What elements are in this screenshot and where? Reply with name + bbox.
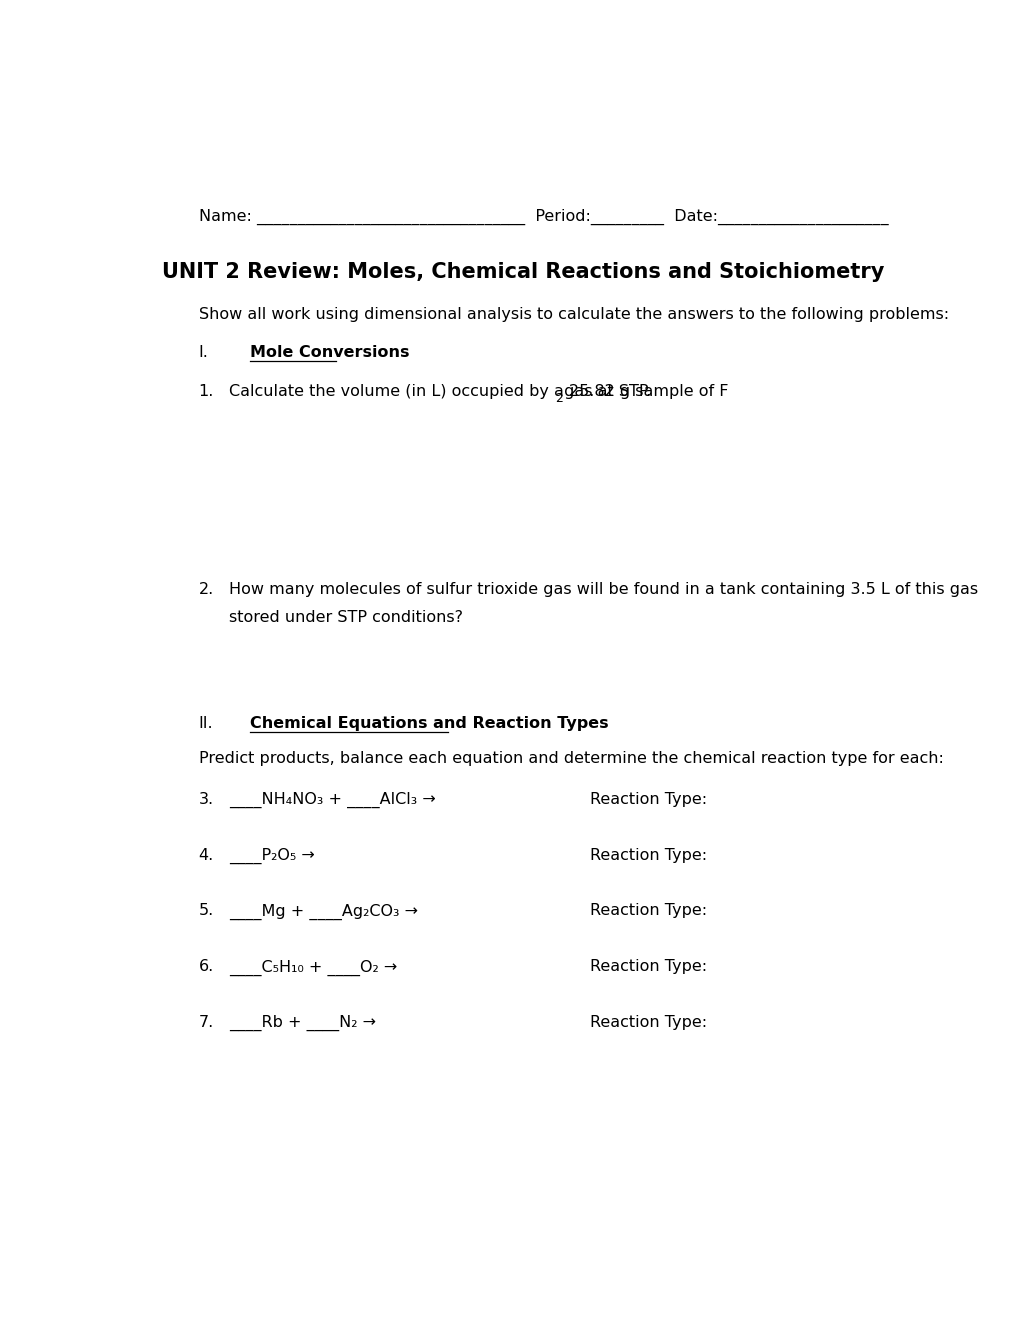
Text: 2.: 2. — [199, 582, 214, 597]
Text: Reaction Type:: Reaction Type: — [589, 1015, 706, 1030]
Text: 4.: 4. — [199, 847, 214, 862]
Text: Predict products, balance each equation and determine the chemical reaction type: Predict products, balance each equation … — [199, 751, 943, 766]
Text: Show all work using dimensional analysis to calculate the answers to the followi: Show all work using dimensional analysis… — [199, 306, 948, 322]
Text: 5.: 5. — [199, 903, 214, 919]
Text: I.: I. — [199, 346, 208, 360]
Text: Calculate the volume (in L) occupied by a 25.82 g sample of F: Calculate the volume (in L) occupied by … — [228, 384, 728, 399]
Text: ____C₅H₁₀ + ____O₂ →: ____C₅H₁₀ + ____O₂ → — [228, 960, 396, 975]
Text: II.: II. — [199, 717, 213, 731]
Text: stored under STP conditions?: stored under STP conditions? — [228, 610, 463, 624]
Text: ____NH₄NO₃ + ____AlCl₃ →: ____NH₄NO₃ + ____AlCl₃ → — [228, 792, 435, 808]
Text: Reaction Type:: Reaction Type: — [589, 960, 706, 974]
Text: UNIT 2 Review: Moles, Chemical Reactions and Stoichiometry: UNIT 2 Review: Moles, Chemical Reactions… — [161, 263, 883, 282]
Text: Reaction Type:: Reaction Type: — [589, 847, 706, 862]
Text: ____Mg + ____Ag₂CO₃ →: ____Mg + ____Ag₂CO₃ → — [228, 903, 417, 920]
Text: Reaction Type:: Reaction Type: — [589, 903, 706, 919]
Text: 2: 2 — [554, 392, 562, 405]
Text: ____P₂O₅ →: ____P₂O₅ → — [228, 847, 314, 863]
Text: Name: _________________________________  Period:_________  Date:________________: Name: _________________________________ … — [199, 210, 888, 226]
Text: 6.: 6. — [199, 960, 214, 974]
Text: gas at STP.: gas at STP. — [558, 384, 650, 399]
Text: How many molecules of sulfur trioxide gas will be found in a tank containing 3.5: How many molecules of sulfur trioxide ga… — [228, 582, 977, 597]
Text: Mole Conversions: Mole Conversions — [250, 346, 409, 360]
Text: Chemical Equations and Reaction Types: Chemical Equations and Reaction Types — [250, 717, 608, 731]
Text: 7.: 7. — [199, 1015, 214, 1030]
Text: ____Rb + ____N₂ →: ____Rb + ____N₂ → — [228, 1015, 375, 1031]
Text: 3.: 3. — [199, 792, 214, 807]
Text: 1.: 1. — [199, 384, 214, 399]
Text: Reaction Type:: Reaction Type: — [589, 792, 706, 807]
